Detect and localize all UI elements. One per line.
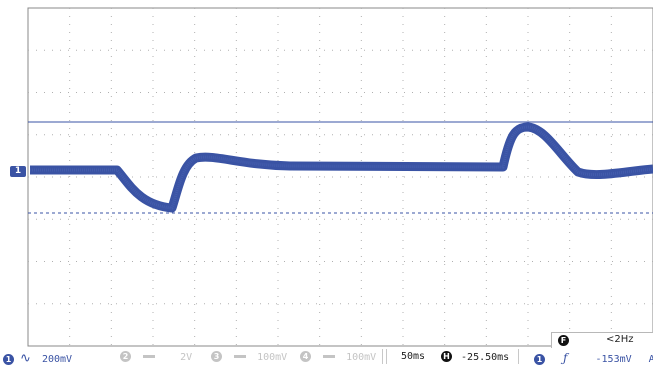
ch4-scale: 100mV [346,351,377,363]
ch2-badge: 2 [120,351,131,362]
channel-1-marker[interactable]: 1 [10,166,26,177]
ch2-status[interactable]: 2 2V [120,351,192,363]
separator [386,349,387,364]
dc-coupling-icon [234,355,247,358]
horizontal-badge: H [441,351,452,362]
dc-coupling-icon [323,355,336,358]
dc-coupling-icon [143,355,156,358]
ch1-status[interactable]: 1 ∿ 200mV [3,351,72,366]
trigger-level: -153mV [595,354,632,365]
ch3-scale: 100mV [257,351,288,363]
horizontal-position-value: -25.50ms [461,351,510,363]
channel-1-waveform-noise [30,125,653,210]
ch2-scale: 2V [180,351,193,363]
separator [382,349,383,364]
channel-1-waveform [30,122,653,213]
frequency-readout: F <2Hz [551,332,653,348]
trigger-source-badge: 1 [534,353,545,365]
ac-coupling-icon: ∿ [20,351,31,366]
status-bar: 1 ∿ 200mV 2 2V 3 100mV 4 100mV 50ms H -2… [0,348,653,366]
trigger-mode: A [648,354,653,365]
ch3-badge: 3 [211,351,222,362]
rising-edge-icon: ƒ [563,351,568,365]
horizontal-position[interactable]: H -25.50ms [441,351,509,363]
frequency-badge: F [558,335,569,346]
trigger-status[interactable]: 1 ƒ -153mV A [534,351,653,365]
ch1-badge: 1 [3,353,14,365]
ch1-scale: 200mV [41,354,73,365]
ch3-status[interactable]: 3 100mV [211,351,287,363]
frequency-value: <2Hz [606,334,634,345]
separator [518,349,519,364]
timebase-value[interactable]: 50ms [401,351,426,362]
ch4-status[interactable]: 4 100mV [300,351,376,363]
ch4-badge: 4 [300,351,311,362]
